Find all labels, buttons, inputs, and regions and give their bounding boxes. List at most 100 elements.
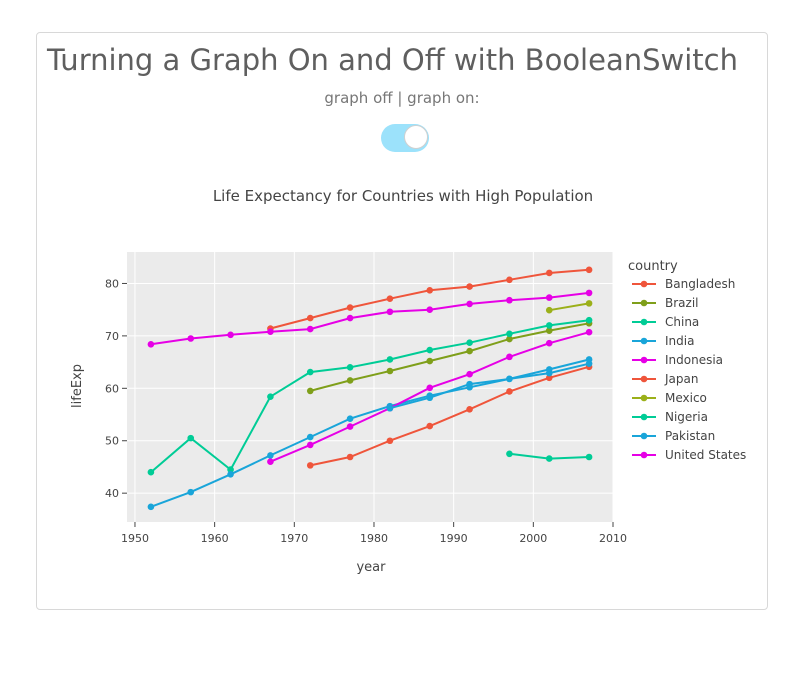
data-point-united-states[interactable] — [426, 306, 434, 313]
data-point-united-states[interactable] — [585, 289, 593, 297]
data-point-brazil[interactable] — [306, 387, 314, 395]
data-point-japan[interactable] — [466, 283, 473, 290]
legend-item-japan[interactable]: Japan — [632, 372, 698, 386]
data-point-indonesia[interactable] — [585, 328, 593, 336]
data-point-indonesia[interactable] — [466, 370, 473, 378]
chart-title: Life Expectancy for Countries with High … — [213, 187, 593, 205]
data-point-brazil[interactable] — [545, 327, 553, 334]
data-point-pakistan[interactable] — [466, 380, 473, 388]
data-point-india[interactable] — [227, 470, 234, 478]
data-point-united-states[interactable] — [386, 308, 394, 316]
data-point-china[interactable] — [386, 356, 394, 363]
data-point-japan[interactable] — [506, 276, 513, 284]
legend-label: China — [665, 315, 699, 329]
data-point-china[interactable] — [466, 339, 473, 346]
data-point-china[interactable] — [585, 316, 593, 324]
legend-swatch-marker — [640, 280, 648, 288]
data-point-united-states[interactable] — [227, 331, 234, 339]
data-point-indonesia[interactable] — [306, 441, 314, 449]
data-point-japan[interactable] — [426, 286, 434, 294]
data-point-china[interactable] — [426, 346, 434, 354]
legend-swatch-marker — [640, 394, 648, 402]
legend-item-brazil[interactable]: Brazil — [632, 296, 699, 310]
legend-item-pakistan[interactable]: Pakistan — [632, 429, 715, 443]
data-point-united-states[interactable] — [147, 340, 155, 348]
data-point-pakistan[interactable] — [506, 375, 513, 383]
data-point-india[interactable] — [306, 433, 314, 441]
legend-item-mexico[interactable]: Mexico — [632, 391, 707, 405]
data-point-china[interactable] — [306, 368, 314, 376]
data-point-united-states[interactable] — [506, 296, 513, 304]
data-point-indonesia[interactable] — [506, 353, 513, 361]
data-point-indonesia[interactable] — [545, 339, 553, 347]
series-mexico — [545, 300, 593, 314]
legend-item-bangladesh[interactable]: Bangladesh — [632, 277, 735, 291]
data-point-pakistan[interactable] — [585, 356, 593, 363]
data-point-china[interactable] — [267, 393, 274, 400]
legend-item-india[interactable]: India — [632, 334, 694, 348]
data-point-india[interactable] — [147, 503, 155, 511]
legend-item-indonesia[interactable]: Indonesia — [632, 353, 723, 367]
data-point-china[interactable] — [187, 434, 195, 442]
data-point-japan[interactable] — [306, 314, 314, 322]
data-point-bangladesh[interactable] — [466, 405, 473, 413]
graph-boolean-switch[interactable] — [381, 124, 429, 152]
data-point-brazil[interactable] — [346, 377, 354, 384]
data-point-nigeria[interactable] — [506, 450, 513, 458]
legend-label: Indonesia — [665, 353, 723, 367]
data-point-indonesia[interactable] — [346, 423, 354, 430]
data-point-united-states[interactable] — [466, 300, 473, 308]
data-point-brazil[interactable] — [506, 335, 513, 343]
legend-item-nigeria[interactable]: Nigeria — [632, 410, 708, 424]
data-point-bangladesh[interactable] — [545, 374, 553, 382]
data-point-bangladesh[interactable] — [426, 422, 434, 430]
data-point-indonesia[interactable] — [426, 384, 434, 392]
legend-item-china[interactable]: China — [632, 315, 699, 329]
data-point-india[interactable] — [187, 488, 195, 496]
legend-item-united-states[interactable]: United States — [632, 448, 746, 462]
legend-label: Pakistan — [665, 429, 715, 443]
data-point-mexico[interactable] — [585, 300, 593, 307]
legend: country Bangladesh Brazil China India Indone… — [628, 259, 746, 462]
legend-label: India — [665, 334, 694, 348]
data-point-india[interactable] — [346, 415, 354, 423]
data-point-nigeria[interactable] — [545, 455, 553, 462]
data-point-bangladesh[interactable] — [306, 462, 314, 469]
data-point-japan[interactable] — [585, 266, 593, 274]
data-point-brazil[interactable] — [426, 357, 434, 365]
y-tick-label: 40 — [105, 487, 119, 500]
page-title: Turning a Graph On and Off with BooleanS… — [47, 43, 738, 77]
data-point-pakistan[interactable] — [545, 366, 553, 373]
data-point-china[interactable] — [545, 322, 553, 329]
series-nigeria — [506, 450, 593, 462]
data-point-china[interactable] — [346, 364, 354, 371]
data-point-india[interactable] — [267, 452, 274, 459]
data-point-bangladesh[interactable] — [346, 453, 354, 461]
switch-label: graph off | graph on: — [324, 89, 480, 107]
data-point-bangladesh[interactable] — [386, 437, 394, 445]
data-point-brazil[interactable] — [466, 347, 473, 355]
data-point-united-states[interactable] — [306, 325, 314, 333]
data-point-brazil[interactable] — [386, 367, 394, 375]
data-point-china[interactable] — [227, 466, 234, 473]
data-point-bangladesh[interactable] — [506, 388, 513, 395]
data-point-united-states[interactable] — [267, 328, 274, 335]
switch-knob[interactable] — [404, 125, 428, 149]
data-point-china[interactable] — [506, 330, 513, 338]
data-point-japan[interactable] — [545, 269, 553, 277]
data-point-nigeria[interactable] — [585, 453, 593, 461]
legend-swatch-marker — [640, 451, 648, 459]
data-point-pakistan[interactable] — [386, 404, 394, 412]
data-point-mexico[interactable] — [545, 306, 553, 314]
data-point-china[interactable] — [147, 468, 155, 476]
y-tick-label: 50 — [105, 435, 119, 448]
data-point-pakistan[interactable] — [426, 394, 434, 402]
data-point-united-states[interactable] — [187, 335, 195, 342]
data-point-united-states[interactable] — [545, 294, 553, 301]
data-point-united-states[interactable] — [346, 314, 354, 322]
data-point-japan[interactable] — [386, 295, 394, 302]
legend-swatch-marker — [640, 375, 648, 383]
y-axis-title: lifeExp — [70, 364, 85, 408]
data-point-japan[interactable] — [346, 304, 354, 311]
data-point-indonesia[interactable] — [267, 458, 274, 466]
